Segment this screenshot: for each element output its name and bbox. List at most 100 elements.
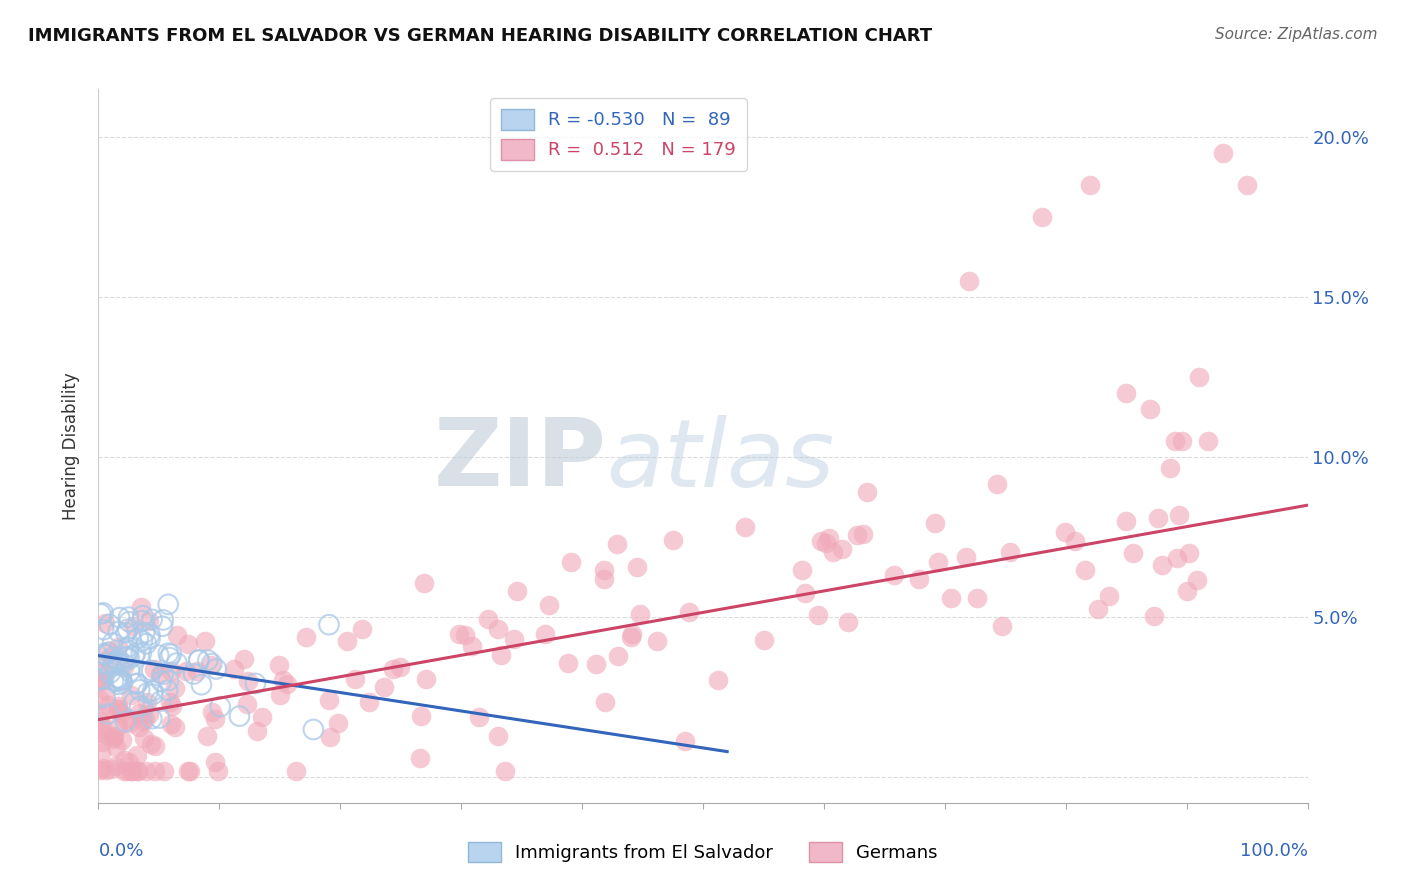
Point — [1031, 210, 1053, 224]
Point — [111, 656, 134, 670]
Point — [165, 681, 187, 696]
Point — [1159, 461, 1181, 475]
Point — [97, 698, 120, 712]
Point — [90, 735, 112, 749]
Point — [129, 646, 152, 660]
Point — [149, 666, 172, 681]
Point — [143, 739, 166, 753]
Point — [267, 657, 290, 672]
Point — [486, 729, 509, 743]
Point — [560, 555, 582, 569]
Point — [955, 550, 977, 565]
Point — [105, 671, 128, 685]
Point — [186, 664, 208, 678]
Point — [1175, 584, 1198, 599]
Point — [141, 738, 163, 752]
Point — [276, 677, 298, 691]
Point — [1098, 589, 1121, 603]
Point — [159, 695, 181, 709]
Point — [128, 706, 150, 721]
Point — [156, 683, 179, 698]
Point — [1147, 511, 1170, 525]
Point — [128, 720, 150, 734]
Text: 0.0%: 0.0% — [98, 842, 143, 860]
Point — [318, 692, 340, 706]
Point — [91, 606, 114, 620]
Point — [107, 702, 129, 716]
Point — [135, 637, 157, 651]
Point — [94, 648, 117, 662]
Point — [245, 676, 267, 690]
Point — [187, 653, 209, 667]
Point — [678, 605, 700, 619]
Point — [477, 612, 499, 626]
Point — [108, 677, 131, 691]
Point — [707, 673, 730, 688]
Point — [190, 678, 212, 692]
Point — [108, 610, 131, 624]
Point — [823, 545, 845, 559]
Point — [382, 662, 405, 676]
Point — [131, 608, 153, 623]
Point — [163, 720, 186, 734]
Point — [350, 623, 373, 637]
Point — [927, 555, 949, 569]
Point — [486, 622, 509, 636]
Point — [621, 626, 644, 640]
Point — [89, 763, 111, 777]
Point — [134, 625, 156, 640]
Point — [852, 526, 875, 541]
Point — [986, 476, 1008, 491]
Point — [93, 761, 115, 775]
Point — [118, 755, 141, 769]
Text: ZIP: ZIP — [433, 414, 606, 507]
Point — [246, 724, 269, 739]
Point — [159, 650, 181, 665]
Point — [97, 643, 120, 657]
Point — [103, 731, 125, 745]
Point — [104, 758, 127, 772]
Point — [127, 676, 149, 690]
Point — [177, 764, 200, 778]
Point — [662, 533, 685, 547]
Point — [1122, 546, 1144, 560]
Point — [412, 576, 434, 591]
Point — [135, 695, 157, 709]
Point — [1185, 574, 1208, 588]
Point — [326, 716, 349, 731]
Point — [94, 683, 117, 698]
Point — [111, 732, 134, 747]
Point — [1178, 546, 1201, 560]
Point — [103, 731, 125, 746]
Point — [818, 531, 841, 545]
Point — [460, 639, 482, 653]
Point — [991, 619, 1014, 633]
Point — [503, 632, 526, 646]
Point — [1087, 602, 1109, 616]
Point — [93, 647, 115, 661]
Point — [148, 711, 170, 725]
Point — [318, 617, 340, 632]
Point — [152, 667, 174, 681]
Point — [856, 484, 879, 499]
Point — [160, 717, 183, 731]
Point — [1115, 514, 1137, 528]
Point — [924, 516, 946, 530]
Point — [585, 657, 607, 671]
Point — [537, 599, 560, 613]
Point — [101, 636, 124, 650]
Point — [319, 731, 342, 745]
Point — [97, 706, 120, 721]
Point — [236, 673, 259, 688]
Point — [94, 690, 117, 705]
Point — [118, 643, 141, 657]
Point — [89, 657, 111, 671]
Point — [837, 615, 859, 629]
Point — [117, 650, 139, 665]
Point — [447, 627, 470, 641]
Point — [831, 542, 853, 557]
Point — [908, 572, 931, 586]
Point — [373, 680, 395, 694]
Point — [1188, 370, 1211, 384]
Point — [1168, 508, 1191, 523]
